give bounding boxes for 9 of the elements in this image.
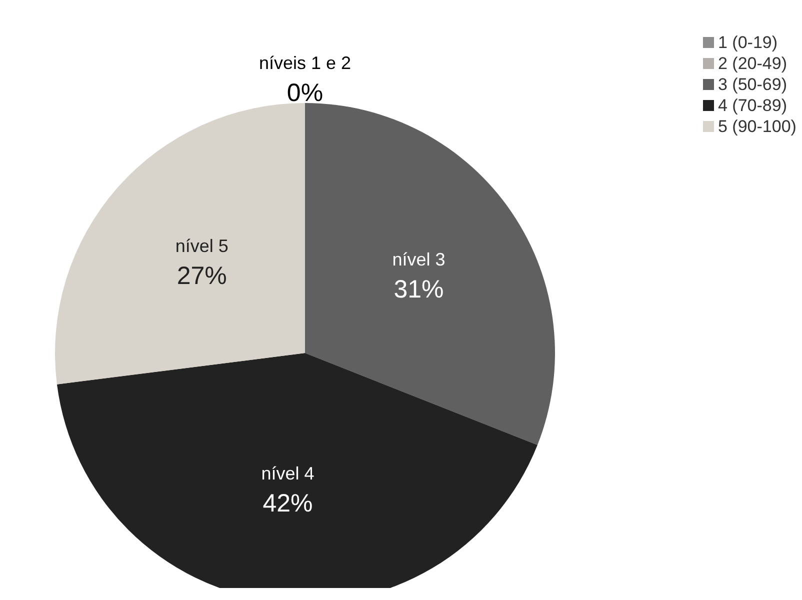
legend-label: 4 (70-89) [718, 96, 787, 115]
data-label: nível 3 31% [392, 250, 446, 304]
legend-label: 2 (20-49) [718, 54, 787, 73]
data-label: nível 5 27% [175, 236, 228, 290]
legend-label: 5 (90-100) [718, 117, 796, 136]
legend-label: 1 (0-19) [718, 33, 778, 52]
text: níveis 1 e 2 0% [258, 53, 352, 107]
data-label: nível 4 42% [261, 463, 314, 518]
legend-label: 3 (50-69) [718, 75, 787, 94]
